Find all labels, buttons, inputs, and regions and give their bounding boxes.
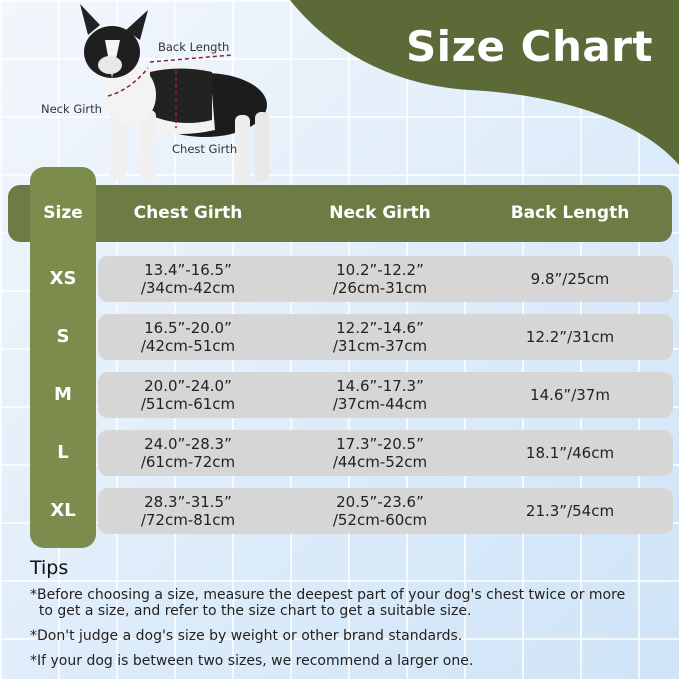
size-label: S [56, 326, 70, 347]
decorative-swoosh [290, 0, 679, 165]
back-length-cell: 21.3”/54cm [525, 502, 615, 520]
size-column [30, 167, 96, 548]
back-length-cell: 14.6”/37m [530, 386, 610, 404]
neck-girth-label: Neck Girth [41, 102, 102, 116]
table-row: 28.3”-31.5”/72cm-81cm 20.5”-23.6”/52cm-6… [98, 488, 673, 534]
back-length-cell: 9.8”/25cm [530, 270, 610, 288]
neck-girth-cell: 14.6”-17.3”/37cm-44cm [332, 377, 428, 413]
header-neck-girth: Neck Girth [329, 203, 431, 223]
header-back-length: Back Length [510, 203, 630, 223]
chest-girth-cell: 20.0”-24.0”/51cm-61cm [140, 377, 236, 413]
chest-girth-label: Chest Girth [172, 142, 238, 156]
table-row: 20.0”-24.0”/51cm-61cm 14.6”-17.3”/37cm-4… [98, 372, 673, 418]
back-length-label: Back Length [158, 40, 230, 54]
size-label: L [57, 442, 69, 463]
neck-girth-cell: 12.2”-14.6”/31cm-37cm [332, 319, 428, 355]
table-row: 13.4”-16.5”/34cm-42cm 10.2”-12.2”/26cm-3… [98, 256, 673, 302]
size-label: XS [49, 268, 77, 289]
dog-image [80, 4, 269, 183]
header-chest-girth: Chest Girth [133, 203, 243, 223]
neck-girth-cell: 20.5”-23.6”/52cm-60cm [332, 493, 428, 529]
back-length-cell: 12.2”/31cm [525, 328, 615, 346]
chest-girth-cell: 13.4”-16.5”/34cm-42cm [140, 261, 236, 297]
tips-heading: Tips [30, 557, 69, 579]
chest-girth-cell: 16.5”-20.0”/42cm-51cm [140, 319, 236, 355]
header-size: Size [43, 203, 83, 223]
size-label: M [54, 384, 72, 405]
chest-girth-cell: 24.0”-28.3”/61cm-72cm [140, 435, 236, 471]
table-row: 24.0”-28.3”/61cm-72cm 17.3”-20.5”/44cm-5… [98, 430, 673, 476]
tip-3: *If your dog is between two sizes, we re… [30, 653, 474, 669]
tip-1-cont: to get a size, and refer to the size cha… [30, 603, 472, 619]
chest-girth-cell: 28.3”-31.5”/72cm-81cm [140, 493, 236, 529]
tip-2: *Don't judge a dog's size by weight or o… [30, 628, 463, 644]
neck-girth-cell: 17.3”-20.5”/44cm-52cm [332, 435, 428, 471]
size-label: XL [50, 500, 76, 521]
neck-girth-cell: 10.2”-12.2”/26cm-31cm [332, 261, 428, 297]
table-header [8, 185, 672, 242]
table-row: 16.5”-20.0”/42cm-51cm 12.2”-14.6”/31cm-3… [98, 314, 673, 360]
page-title: Size Chart [405, 22, 653, 71]
back-length-cell: 18.1”/46cm [525, 444, 615, 462]
tip-1: *Before choosing a size, measure the dee… [30, 587, 626, 603]
